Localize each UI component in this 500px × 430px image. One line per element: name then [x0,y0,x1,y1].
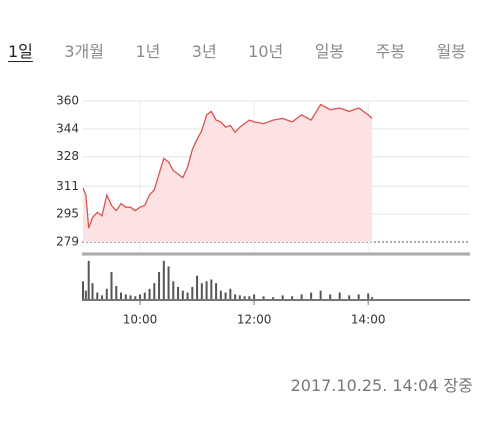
volume-bar [210,279,213,300]
volume-bar [181,290,184,300]
period-tab[interactable]: 일봉 [314,42,345,61]
period-tab[interactable]: 월봉 [436,42,466,61]
volume-bar [143,292,146,300]
volume-bar [300,294,303,300]
volume-bar [229,288,232,300]
y-tick-label: 311 [56,179,79,193]
volume-bar [96,292,99,300]
volume-bar [329,294,332,300]
volume-bar [172,281,175,300]
x-tick-label: 12:00 [237,313,272,327]
volume-bar [84,290,87,300]
volume-bar [101,295,104,300]
period-tabs: 1일 3개월 1년 3년 10년 일봉 주봉 월봉 [0,38,500,64]
volume-bar [253,294,256,300]
x-tick-label: 14:00 [351,313,386,327]
volume-bar [139,294,142,300]
volume-bar [262,296,265,300]
period-tab[interactable]: 1년 [135,42,161,61]
volume-bar [243,296,246,300]
x-tick-label: 10:00 [123,313,158,327]
volume-bar [120,292,123,300]
y-tick-label: 279 [56,235,79,249]
volume-bar [215,283,218,300]
volume-bar [91,283,94,300]
volume-bar [219,290,222,300]
volume-bar [367,293,370,300]
volume-bar [191,286,194,300]
price-line [82,103,373,229]
volume-bar [129,295,132,300]
volume-bar [177,286,180,300]
status-text: 2017.10.25. 14:04 장중 [290,376,473,395]
volume-bar [319,290,322,300]
y-tick-label: 295 [56,207,79,221]
volume-bar [200,283,203,300]
volume-bar [310,292,313,300]
volume-bar [370,297,373,300]
volume-bar [224,292,227,300]
volume-bar [196,275,199,300]
volume-bar [234,294,237,300]
volume-bar [87,260,90,300]
volume-bar [167,266,170,300]
volume-bar [105,288,108,300]
volume-bar [291,296,294,300]
volume-bar [238,295,241,300]
period-tab[interactable]: 10년 [248,42,284,61]
period-tab[interactable]: 주봉 [375,42,406,61]
y-tick-label: 328 [56,149,79,163]
volume-bar [338,292,341,300]
volume-bar [82,281,84,300]
period-tab[interactable]: 3개월 [64,42,104,61]
volume-bar [110,272,113,300]
volume-bar [281,295,284,300]
volume-bar [148,288,151,300]
volume-bar [124,294,127,300]
volume-bar [348,295,351,300]
volume-bar [272,297,275,300]
volume-bar [158,272,161,300]
volume-bar [162,260,165,300]
y-tick-label: 344 [56,121,79,135]
volume-bar [115,286,118,300]
volume-bar [205,281,208,300]
volume-bar [153,283,156,300]
period-tab[interactable]: 3년 [191,42,217,61]
volume-bar [186,292,189,300]
period-tab[interactable]: 1일 [8,42,33,61]
y-tick-label: 360 [56,94,79,108]
volume-bar [248,296,251,300]
price-area [83,104,372,242]
volume-bar [134,296,137,300]
volume-bar [357,294,360,300]
